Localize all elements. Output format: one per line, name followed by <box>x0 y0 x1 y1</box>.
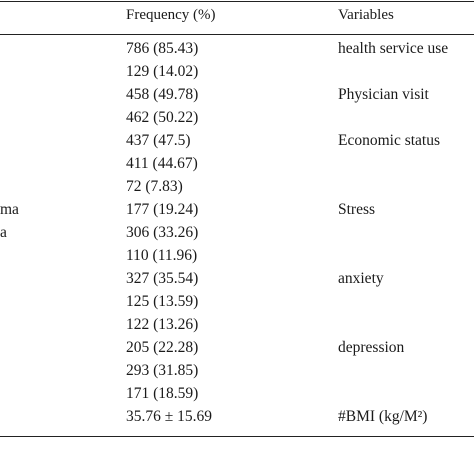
table-row: 411 (44.67) <box>0 152 474 175</box>
bottom-rule <box>0 436 474 437</box>
left-label-cell: ma <box>0 201 19 218</box>
frequency-cell: 177 (19.24) <box>126 201 199 218</box>
table-row: 171 (18.59) <box>0 382 474 405</box>
frequency-cell: 327 (35.54) <box>126 270 199 287</box>
variable-cell: Physician visit <box>338 86 429 103</box>
frequency-cell: 122 (13.26) <box>126 316 199 333</box>
variable-cell: health service use <box>338 40 449 57</box>
frequency-cell: 458 (49.78) <box>126 86 199 103</box>
variable-cell: #BMI (kg/M²) <box>338 408 428 425</box>
header-frequency: Frequency (%) <box>126 7 216 23</box>
frequency-cell: 786 (85.43) <box>126 40 199 57</box>
table-row: ma 177 (19.24) Stress <box>0 198 474 221</box>
frequency-cell: 205 (22.28) <box>126 339 199 356</box>
frequency-cell: 129 (14.02) <box>126 63 199 80</box>
top-rule <box>0 1 474 2</box>
frequency-cell: 125 (13.59) <box>126 293 199 310</box>
frequency-cell: 110 (11.96) <box>126 247 198 264</box>
header-variables: Variables <box>338 7 394 23</box>
frequency-cell: 306 (33.26) <box>126 224 199 241</box>
table-row: 786 (85.43) health service use <box>0 37 474 60</box>
table-row: 72 (7.83) <box>0 175 474 198</box>
table-row: 327 (35.54) anxiety <box>0 267 474 290</box>
header-rule <box>0 34 474 35</box>
variable-cell: Economic status <box>338 132 441 149</box>
frequency-cell: 411 (44.67) <box>126 155 198 172</box>
variable-cell: anxiety <box>338 270 384 287</box>
table-body: 786 (85.43) health service use 129 (14.02)… <box>0 37 474 428</box>
table-row: a 306 (33.26) <box>0 221 474 244</box>
variable-cell: Stress <box>338 201 376 218</box>
table-row: 122 (13.26) <box>0 313 474 336</box>
frequency-cell: 171 (18.59) <box>126 385 199 402</box>
table-row: 293 (31.85) <box>0 359 474 382</box>
left-label-cell: a <box>0 224 7 241</box>
frequency-cell: 72 (7.83) <box>126 178 183 195</box>
frequency-cell: 437 (47.5) <box>126 132 191 149</box>
table-row: 437 (47.5) Economic status <box>0 129 474 152</box>
table-row: 129 (14.02) <box>0 60 474 83</box>
table-row: 110 (11.96) <box>0 244 474 267</box>
table-row: 458 (49.78) Physician visit <box>0 83 474 106</box>
frequency-cell: 293 (31.85) <box>126 362 199 379</box>
table-row: 125 (13.59) <box>0 290 474 313</box>
frequency-cell: 462 (50.22) <box>126 109 199 126</box>
frequency-cell: 35.76 ± 15.69 <box>126 408 213 425</box>
table-row: 205 (22.28) depression <box>0 336 474 359</box>
table-row: 462 (50.22) <box>0 106 474 129</box>
table-row: 35.76 ± 15.69 #BMI (kg/M²) <box>0 405 474 428</box>
variable-cell: depression <box>338 339 405 356</box>
